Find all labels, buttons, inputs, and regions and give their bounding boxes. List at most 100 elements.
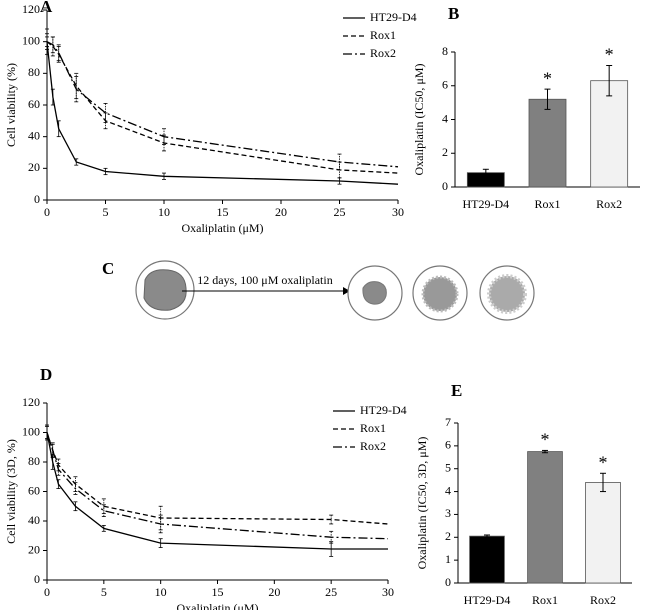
error-bar xyxy=(101,525,106,532)
error-bar xyxy=(50,88,55,106)
panel-label: A xyxy=(40,0,53,16)
error-bar xyxy=(74,76,79,103)
x-tick-label: 15 xyxy=(212,585,224,599)
x-tick-label: 30 xyxy=(382,585,394,599)
bar xyxy=(527,451,563,584)
y-axis-label: Oxaliplatin (IC50, 3D, μM) xyxy=(415,437,429,570)
error-bar xyxy=(329,514,334,525)
series-line xyxy=(46,41,399,185)
x-axis-label: Oxaliplatin (μM) xyxy=(176,601,258,610)
error-bar xyxy=(484,534,490,538)
y-tick-label: 100 xyxy=(22,424,40,438)
error-bar xyxy=(329,530,334,544)
bar xyxy=(528,98,567,188)
panel-label: C xyxy=(102,259,114,278)
x-tick-label: 30 xyxy=(392,205,404,219)
x-tick-label: Rox1 xyxy=(534,197,560,211)
error-bar xyxy=(600,472,606,493)
y-tick-label: 2 xyxy=(445,529,451,543)
error-bar xyxy=(50,36,55,54)
error-bar xyxy=(103,167,108,176)
bar xyxy=(585,482,621,584)
x-axis-label: Oxaliplatin (μM) xyxy=(181,221,263,235)
y-tick-label: 40 xyxy=(28,513,40,527)
y-tick-label: 4 xyxy=(442,111,448,125)
x-tick-label: 5 xyxy=(103,205,109,219)
x-tick-label: 10 xyxy=(155,585,167,599)
error-bar xyxy=(74,158,79,166)
error-bar xyxy=(45,33,49,50)
y-tick-label: 60 xyxy=(28,483,40,497)
error-bar xyxy=(103,112,108,130)
error-bar xyxy=(337,153,342,171)
error-bar xyxy=(56,463,61,476)
y-tick-label: 6 xyxy=(442,78,448,92)
x-tick-label: Rox2 xyxy=(596,197,622,211)
y-tick-label: 100 xyxy=(22,33,40,47)
legend-label: Rox1 xyxy=(370,28,396,42)
y-axis-label: Cell viability (3D, %) xyxy=(4,439,18,544)
x-tick-label: HT29-D4 xyxy=(464,593,511,607)
series-line xyxy=(46,41,399,168)
y-tick-label: 7 xyxy=(445,415,451,429)
y-tick-label: 0 xyxy=(442,179,448,193)
error-bar xyxy=(73,482,78,495)
error-bar xyxy=(45,424,49,441)
y-tick-label: 4 xyxy=(445,483,451,497)
panel-label: D xyxy=(40,365,52,384)
series-line xyxy=(46,432,388,550)
y-tick-label: 3 xyxy=(445,506,451,520)
y-tick-label: 120 xyxy=(22,2,40,16)
x-tick-label: Rox1 xyxy=(532,593,558,607)
x-tick-label: 20 xyxy=(268,585,280,599)
y-tick-label: 60 xyxy=(28,97,40,111)
error-bar xyxy=(50,443,55,457)
legend-label: HT29-D4 xyxy=(360,403,407,417)
spheroid xyxy=(421,275,459,313)
bar xyxy=(469,535,505,584)
error-bar xyxy=(73,501,78,512)
y-tick-label: 20 xyxy=(28,542,40,556)
legend-label: Rox2 xyxy=(370,46,396,60)
error-bar xyxy=(542,449,548,454)
x-tick-label: 5 xyxy=(101,585,107,599)
error-bar xyxy=(606,65,613,97)
y-axis-label: Cell viability (%) xyxy=(4,63,18,147)
error-bar xyxy=(50,442,55,458)
legend-label: Rox1 xyxy=(360,421,386,435)
error-bar xyxy=(162,128,166,145)
spheroid xyxy=(143,269,187,311)
bar xyxy=(590,80,629,188)
y-tick-label: 8 xyxy=(442,44,448,58)
error-bar xyxy=(158,538,163,548)
significance-mark: * xyxy=(541,430,550,450)
panel-c-diagram: C 12 days, 100 μM oxaliplatin xyxy=(102,259,535,321)
x-tick-label: 20 xyxy=(275,205,287,219)
spheroid xyxy=(362,281,387,305)
y-tick-label: 0 xyxy=(34,572,40,586)
x-tick-label: HT29-D4 xyxy=(462,197,509,211)
x-tick-label: 0 xyxy=(44,585,50,599)
y-tick-label: 2 xyxy=(442,145,448,159)
x-tick-label: 25 xyxy=(325,585,337,599)
y-axis-label: Oxaliplatin (IC50, μM) xyxy=(412,63,426,175)
y-tick-label: 0 xyxy=(445,575,451,589)
error-bar xyxy=(103,103,108,123)
legend-label: Rox2 xyxy=(360,439,386,453)
significance-mark: * xyxy=(605,45,614,65)
significance-mark: * xyxy=(543,68,552,88)
error-bar xyxy=(45,426,49,439)
x-tick-label: 25 xyxy=(334,205,346,219)
y-tick-label: 1 xyxy=(445,552,451,566)
x-tick-label: 15 xyxy=(217,205,229,219)
error-bar xyxy=(162,134,166,152)
panel-label: B xyxy=(448,4,459,23)
y-tick-label: 5 xyxy=(445,460,451,474)
legend-label: HT29-D4 xyxy=(370,10,417,24)
x-tick-label: 10 xyxy=(158,205,170,219)
x-tick-label: 0 xyxy=(44,205,50,219)
error-bar xyxy=(56,120,61,138)
arrow-text: 12 days, 100 μM oxaliplatin xyxy=(197,273,332,287)
arrow-head xyxy=(343,287,350,295)
